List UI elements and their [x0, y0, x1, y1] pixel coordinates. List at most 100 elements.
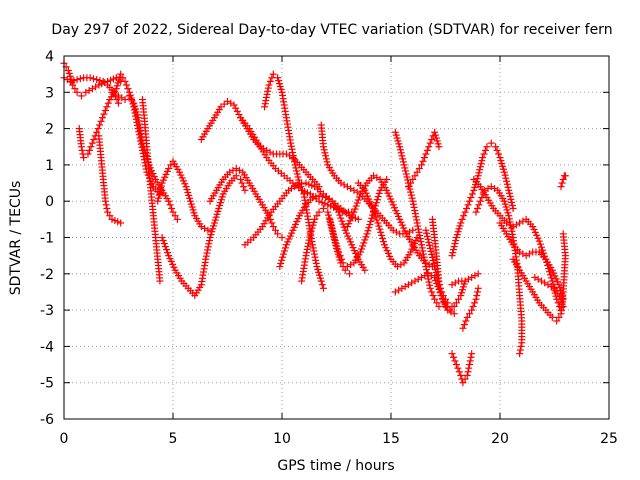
data-point	[290, 158, 298, 166]
data-point	[459, 379, 467, 387]
data-point	[426, 241, 434, 249]
data-point	[233, 107, 241, 115]
data-point	[306, 233, 314, 241]
data-point	[442, 295, 449, 303]
data-point	[86, 74, 94, 82]
data-point	[373, 216, 381, 224]
data-point	[468, 306, 476, 314]
data-point	[156, 188, 164, 196]
data-point	[279, 253, 287, 261]
data-point	[204, 226, 212, 234]
data-point	[327, 221, 335, 229]
data-point	[265, 81, 273, 89]
y-axis-label: SDTVAR / TECUs	[8, 181, 24, 296]
data-point	[335, 208, 343, 216]
data-point	[475, 201, 483, 209]
data-point	[367, 217, 375, 225]
data-point	[280, 247, 288, 255]
data-point	[548, 313, 556, 321]
data-point	[117, 70, 125, 78]
y-tick-label: 3	[45, 85, 54, 101]
data-point	[164, 249, 172, 257]
data-point	[319, 204, 327, 212]
data-point	[416, 231, 424, 239]
data-point	[372, 213, 380, 221]
data-point	[508, 198, 516, 206]
axis-ticks	[63, 55, 610, 420]
data-point	[274, 230, 282, 238]
data-point	[439, 292, 447, 300]
data-point	[361, 266, 369, 274]
y-tick-label: -2	[40, 267, 54, 283]
data-point	[354, 196, 362, 204]
data-point	[475, 169, 483, 177]
data-point	[320, 146, 328, 154]
data-point	[103, 103, 111, 111]
data-point	[269, 70, 277, 78]
data-point	[362, 233, 370, 241]
data-point	[117, 219, 125, 227]
data-point	[125, 92, 133, 100]
data-point	[409, 200, 417, 208]
data-point	[507, 195, 515, 203]
y-tick-label: 2	[45, 122, 54, 138]
data-point	[70, 77, 78, 85]
data-point	[264, 87, 272, 95]
data-point	[303, 245, 311, 253]
data-point	[505, 215, 513, 223]
data-point	[414, 222, 422, 230]
data-point	[472, 208, 480, 216]
data-point	[478, 157, 486, 165]
data-point	[77, 92, 85, 100]
data-point	[289, 152, 297, 160]
data-point	[328, 224, 336, 232]
data-point	[416, 235, 424, 243]
data-point	[266, 77, 274, 85]
data-point	[73, 76, 81, 84]
data-point	[407, 188, 415, 196]
data-point	[426, 281, 434, 289]
data-point	[121, 77, 129, 85]
data-point	[431, 295, 439, 303]
data-point	[428, 250, 436, 258]
data-point	[506, 192, 514, 200]
data-point	[94, 125, 102, 133]
data-point	[480, 150, 488, 158]
data-point	[352, 202, 360, 210]
data-point	[561, 172, 569, 180]
x-tick-label: 5	[169, 431, 178, 447]
data-point	[379, 235, 387, 243]
data-point	[103, 204, 111, 212]
data-point	[431, 266, 439, 274]
data-point	[367, 201, 375, 209]
data-point	[422, 226, 430, 234]
data-point	[449, 353, 457, 361]
data-point	[96, 121, 104, 129]
data-point	[504, 183, 512, 191]
data-point	[398, 152, 406, 160]
data-point	[119, 74, 127, 82]
data-point	[323, 158, 331, 166]
data-point	[335, 248, 343, 256]
chart-title: Day 297 of 2022, Sidereal Day-to-day VTE…	[51, 22, 612, 38]
data-point	[238, 179, 246, 187]
data-point	[288, 145, 296, 153]
data-point	[121, 96, 129, 104]
data-point	[124, 85, 132, 93]
data-point	[420, 154, 428, 162]
data-point	[293, 167, 301, 175]
data-point	[205, 240, 213, 248]
data-point	[162, 246, 170, 254]
data-point	[156, 277, 164, 285]
data-point	[407, 179, 415, 187]
data-point	[268, 219, 276, 227]
data-point	[309, 244, 317, 252]
data-point	[450, 310, 458, 318]
data-point	[97, 117, 105, 125]
data-point	[509, 204, 517, 212]
data-point	[418, 161, 426, 169]
data-point	[337, 214, 345, 222]
data-point	[401, 164, 409, 172]
data-point	[351, 205, 359, 213]
data-point	[305, 236, 313, 244]
